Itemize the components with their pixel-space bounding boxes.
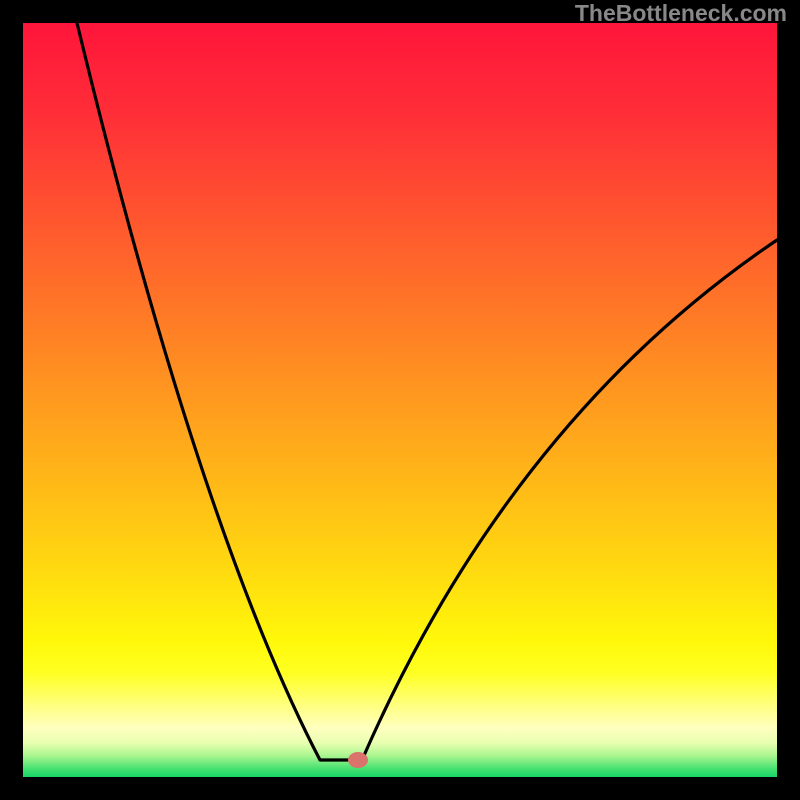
frame-left xyxy=(0,0,23,800)
frame-bottom xyxy=(0,777,800,800)
plot-gradient-background xyxy=(23,23,777,777)
watermark-text: TheBottleneck.com xyxy=(575,0,787,27)
optimal-point-marker xyxy=(348,752,368,768)
frame-right xyxy=(777,0,800,800)
